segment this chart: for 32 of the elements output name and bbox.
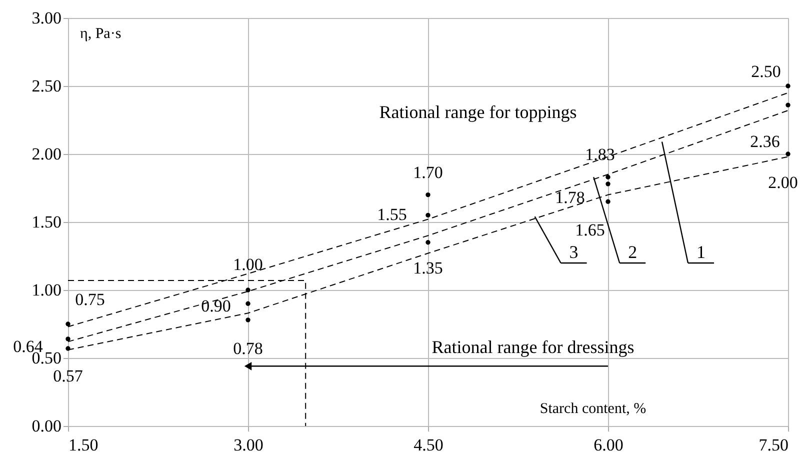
x-tick-label: 1.50 <box>68 436 98 454</box>
x-tick-label: 3.00 <box>234 436 264 454</box>
data-label: 0.57 <box>53 366 84 386</box>
x-axis-title: Starch content, % <box>540 401 646 417</box>
annotation: 3 <box>569 242 578 262</box>
data-label: 1.00 <box>233 255 263 274</box>
annotation: 1 <box>696 242 706 262</box>
data-label: 0.90 <box>201 296 231 316</box>
data-label: 0.78 <box>233 338 263 358</box>
data-label: 1.35 <box>413 258 443 278</box>
x-tick-label: 7.50 <box>758 436 788 454</box>
annotation: Rational range for dressings <box>432 337 634 357</box>
data-label: 2.50 <box>751 62 781 81</box>
y-axis-title: η, Pa·s <box>80 26 122 42</box>
y-tick-label: 2.00 <box>32 144 62 164</box>
data-label: 1.70 <box>413 162 443 182</box>
data-label: 1.55 <box>377 205 407 224</box>
y-tick-label: 3.00 <box>32 8 62 28</box>
y-tick-label: 1.50 <box>32 212 62 232</box>
data-label: 1.65 <box>575 220 605 240</box>
annotation: Rational range for toppings <box>379 102 577 122</box>
data-label: 2.36 <box>750 132 780 152</box>
y-tick-label: 0.00 <box>32 416 62 436</box>
data-label: 1.83 <box>585 145 615 164</box>
data-label: 0.75 <box>75 290 105 309</box>
y-tick-label: 1.00 <box>32 280 62 300</box>
annotation: 2 <box>628 242 638 262</box>
x-tick-label: 4.50 <box>414 436 444 454</box>
y-tick-label: 2.50 <box>32 76 62 96</box>
data-label: 2.00 <box>768 173 798 192</box>
x-tick-label: 6.00 <box>594 436 624 454</box>
data-label: 1.78 <box>555 188 585 207</box>
